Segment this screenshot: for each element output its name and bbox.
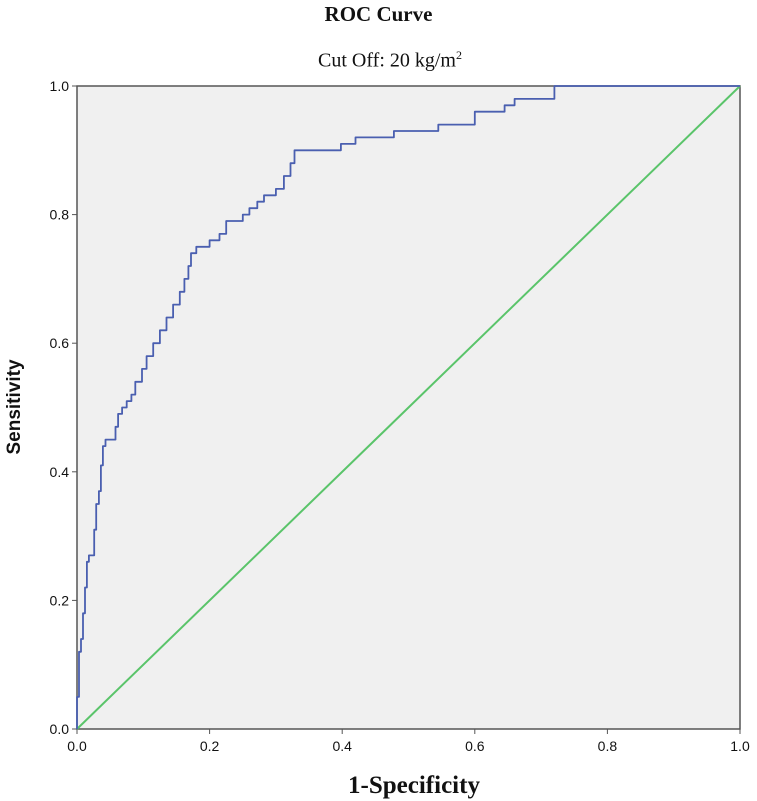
y-tick-label: 0.0 xyxy=(50,721,70,737)
y-tick-label: 0.4 xyxy=(50,464,70,480)
x-axis: 0.0 0.2 0.4 0.6 0.8 1.0 xyxy=(67,729,750,754)
x-tick-label: 0.8 xyxy=(598,738,618,754)
reference-diagonal-line xyxy=(76,85,741,730)
y-tick-label: 1.0 xyxy=(50,78,70,94)
y-tick-label: 0.6 xyxy=(50,335,70,351)
y-axis: 0.0 0.2 0.4 0.6 0.8 1.0 xyxy=(50,78,77,737)
x-axis-label: 1-Specificity xyxy=(348,772,480,799)
y-axis-label: Sensitivity xyxy=(4,359,25,454)
subtitle-superscript: 2 xyxy=(455,48,462,62)
roc-curve-line xyxy=(76,85,740,729)
y-tick-label: 0.8 xyxy=(50,207,70,223)
y-tick-label: 0.2 xyxy=(50,592,70,608)
series-layer xyxy=(76,85,741,730)
chart-title: ROC Curve xyxy=(324,2,433,26)
x-tick-label: 1.0 xyxy=(730,738,750,754)
x-tick-label: 0.4 xyxy=(332,738,352,754)
x-tick-label: 0.2 xyxy=(200,738,220,754)
subtitle-text: Cut Off: 20 kg/m xyxy=(318,49,456,72)
x-tick-label: 0.6 xyxy=(465,738,485,754)
x-tick-label: 0.0 xyxy=(67,738,87,754)
chart-subtitle: Cut Off: 20 kg/m2 xyxy=(0,40,757,72)
